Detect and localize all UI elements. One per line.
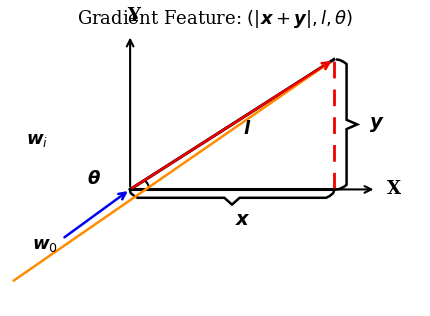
Text: $\boldsymbol{l}$: $\boldsymbol{l}$ (243, 120, 251, 138)
Text: X: X (387, 180, 401, 198)
Text: Y: Y (127, 7, 140, 25)
Text: $\boldsymbol{y}$: $\boldsymbol{y}$ (369, 115, 384, 134)
Text: Gradient Feature: $(|\boldsymbol{x}+\boldsymbol{y}|, l, \theta)$: Gradient Feature: $(|\boldsymbol{x}+\bol… (77, 9, 353, 30)
Text: $\boldsymbol{w}_i$: $\boldsymbol{w}_i$ (26, 131, 48, 149)
Text: $\boldsymbol{x}$: $\boldsymbol{x}$ (235, 211, 251, 229)
Text: $\boldsymbol{w}_0$: $\boldsymbol{w}_0$ (32, 236, 58, 254)
Text: $\boldsymbol{\theta}$: $\boldsymbol{\theta}$ (87, 170, 101, 188)
